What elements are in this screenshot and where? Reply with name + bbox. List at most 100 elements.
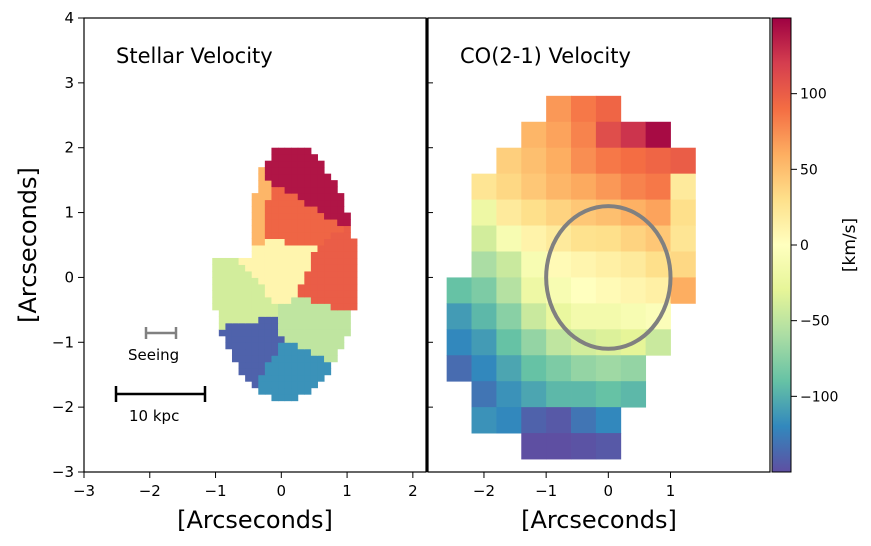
- stellar-bin: [264, 296, 272, 304]
- stellar-bin: [291, 154, 299, 162]
- stellar-bin: [284, 290, 292, 298]
- stellar-bin: [271, 361, 279, 369]
- stellar-bin: [297, 147, 305, 155]
- stellar-bin: [297, 374, 305, 382]
- stellar-bin: [271, 290, 279, 298]
- stellar-bin: [324, 251, 332, 259]
- stellar-bin: [291, 316, 299, 324]
- stellar-bin: [343, 309, 351, 317]
- stellar-bin: [218, 322, 226, 330]
- stellar-bin: [278, 355, 286, 363]
- co-pixel: [670, 225, 696, 252]
- stellar-bin: [278, 342, 286, 350]
- stellar-bin: [278, 245, 286, 252]
- stellar-bin: [304, 283, 312, 291]
- stellar-bin: [284, 257, 292, 265]
- stellar-bin: [258, 225, 266, 233]
- stellar-bin: [310, 348, 318, 356]
- stellar-bin: [310, 160, 318, 168]
- stellar-bin: [291, 348, 299, 356]
- co-pixel: [496, 225, 522, 252]
- co-panel-title: CO(2-1) Velocity: [460, 44, 631, 68]
- stellar-bin: [291, 387, 299, 395]
- stellar-bin: [297, 348, 305, 356]
- stellar-bin: [238, 283, 246, 291]
- stellar-bin: [304, 173, 312, 181]
- stellar-bin: [284, 232, 292, 240]
- stellar-bin: [212, 303, 220, 311]
- co-pixel: [521, 381, 547, 408]
- x-tick-label: 0: [277, 482, 287, 500]
- stellar-bin: [343, 245, 351, 252]
- stellar-bin: [284, 193, 292, 201]
- stellar-bin: [304, 348, 312, 356]
- stellar-bin: [245, 296, 253, 304]
- stellar-bin: [337, 283, 345, 291]
- stellar-bin: [258, 251, 266, 259]
- stellar-bin: [304, 257, 312, 265]
- stellar-bin: [231, 303, 240, 311]
- stellar-bin: [264, 212, 272, 220]
- stellar-bin: [264, 316, 272, 324]
- stellar-bin: [258, 173, 266, 181]
- stellar-bin: [238, 270, 246, 278]
- stellar-bin: [238, 368, 246, 376]
- stellar-bin: [258, 335, 266, 343]
- stellar-bin: [330, 206, 338, 214]
- stellar-bin: [284, 160, 292, 168]
- stellar-bin: [310, 257, 318, 265]
- stellar-bin: [297, 283, 305, 291]
- stellar-bin: [291, 394, 299, 402]
- co-pixel: [645, 329, 671, 356]
- stellar-bin: [330, 322, 338, 330]
- stellar-bin: [317, 264, 325, 272]
- stellar-bin: [258, 180, 266, 188]
- stellar-bin: [330, 264, 338, 272]
- stellar-bin: [245, 283, 253, 291]
- stellar-bin: [284, 361, 292, 369]
- stellar-bin: [317, 238, 325, 246]
- stellar-bin: [258, 270, 266, 278]
- stellar-bin: [304, 270, 312, 278]
- stellar-bin: [271, 322, 279, 330]
- stellar-bin: [278, 238, 286, 246]
- co-pixel: [595, 251, 622, 278]
- co-pixel: [521, 355, 547, 382]
- co-pixel: [620, 147, 647, 175]
- stellar-bin: [297, 381, 305, 389]
- stellar-bin: [324, 212, 332, 220]
- stellar-bin: [291, 368, 299, 376]
- stellar-panel-title: Stellar Velocity: [116, 44, 273, 68]
- stellar-velocity-panel: Stellar Velocity Seeing 10 kpc −3 −2 −1 0 1 2…: [52, 9, 427, 500]
- stellar-bin: [304, 147, 312, 155]
- stellar-bin: [251, 303, 259, 311]
- stellar-bin: [291, 180, 299, 188]
- stellar-bin: [330, 303, 338, 311]
- stellar-bin: [297, 342, 305, 350]
- stellar-bin: [317, 290, 325, 298]
- stellar-axes: −3 −2 −1 0 1 2 −3 −2 −1 0 1 2 3 4: [52, 9, 418, 500]
- stellar-bin: [271, 180, 279, 188]
- stellar-bin: [225, 322, 233, 330]
- co-pixel: [546, 381, 572, 408]
- stellar-bin: [245, 374, 253, 382]
- stellar-bin: [291, 296, 299, 304]
- stellar-bin: [350, 264, 358, 272]
- stellar-bin: [264, 167, 272, 175]
- stellar-bin: [271, 167, 279, 175]
- stellar-bin: [330, 232, 338, 240]
- stellar-bin: [231, 348, 240, 356]
- stellar-bin: [310, 232, 318, 240]
- stellar-bin: [231, 309, 240, 317]
- seeing-marker: [144, 327, 178, 339]
- stellar-bin: [343, 277, 351, 285]
- stellar-bin: [337, 232, 345, 240]
- stellar-bin: [231, 322, 240, 330]
- co-pixel: [546, 355, 572, 382]
- stellar-bin: [225, 264, 233, 272]
- stellar-bin: [278, 335, 286, 343]
- stellar-bin: [337, 335, 345, 343]
- stellar-bin: [218, 283, 226, 291]
- co-pixel: [496, 381, 522, 408]
- co-pixel: [496, 277, 522, 304]
